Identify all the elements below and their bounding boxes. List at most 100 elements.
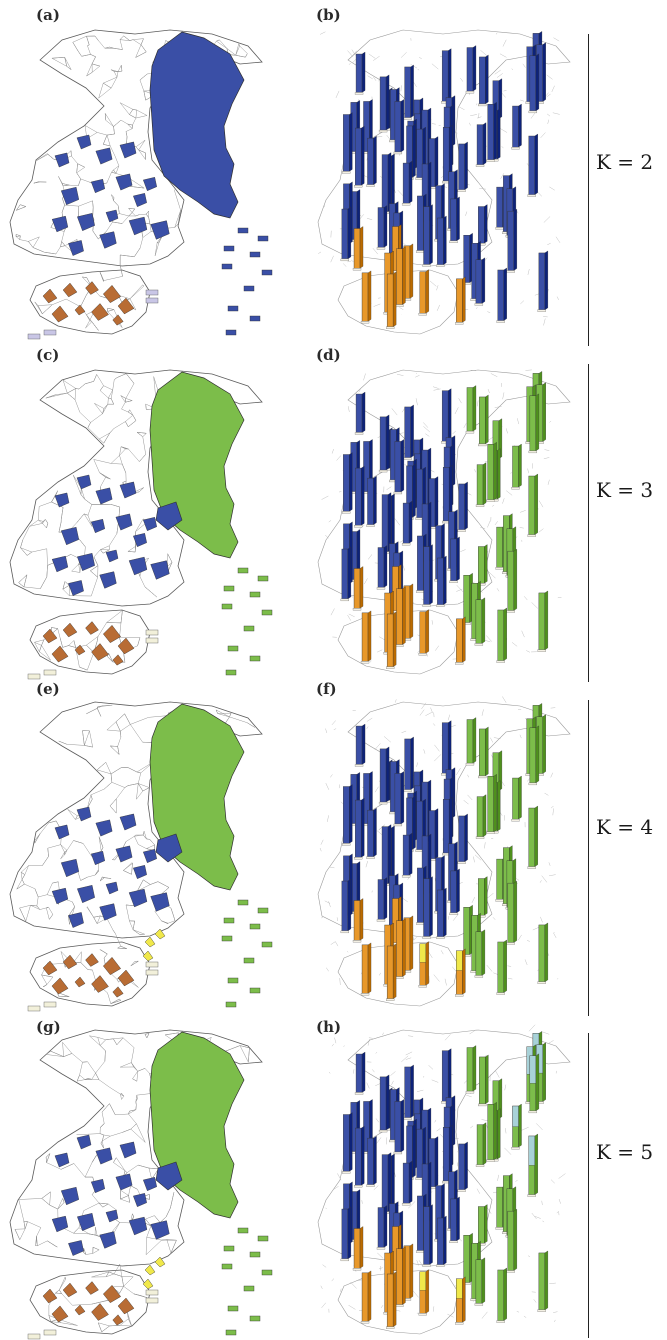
island-marker — [250, 316, 260, 321]
admixture-bar-side — [465, 142, 468, 190]
bar-base — [341, 1259, 349, 1261]
bar-base — [476, 837, 484, 839]
bar-base — [402, 543, 410, 545]
admixture-bar-side — [448, 721, 451, 774]
admixture-bar-side — [430, 1205, 433, 1265]
admixture-bar — [343, 787, 349, 844]
bar-base — [353, 940, 361, 942]
bar-base — [538, 650, 546, 652]
bar-base — [402, 875, 410, 877]
admixture-bar — [442, 391, 448, 442]
admixture-bar — [405, 407, 411, 458]
admixture-bar-side — [485, 727, 488, 776]
admixture-bar — [380, 417, 386, 470]
admixture-bar-side — [514, 881, 517, 942]
island-marker — [224, 918, 234, 923]
admixture-bar-side — [349, 453, 352, 512]
admixture-bar-side — [360, 566, 363, 608]
bar-panel-h: (h) — [300, 1000, 590, 1338]
island-marker — [244, 1286, 254, 1291]
admixture-bar-side — [348, 207, 351, 259]
admixture-bar-side — [361, 126, 364, 185]
bar-base — [528, 867, 536, 869]
bar-base — [366, 857, 374, 859]
admixture-bar — [367, 1138, 373, 1184]
bar-base — [458, 190, 466, 192]
bar-base — [507, 271, 515, 273]
admixture-bar — [424, 879, 430, 937]
admixture-bar — [387, 274, 393, 327]
bar-base — [450, 1241, 458, 1243]
panel-label-g: (g) — [36, 1020, 61, 1035]
admixture-bar-side — [412, 1124, 415, 1177]
admixture-bar-side — [457, 537, 460, 581]
admixture-bar — [508, 883, 514, 942]
island-marker — [238, 228, 248, 233]
admixture-bar-side — [361, 1126, 364, 1185]
island-marker — [258, 576, 268, 581]
island-marker-sw — [146, 290, 158, 295]
island-marker — [262, 1270, 272, 1275]
admixture-bar-side — [388, 153, 391, 212]
bar-base — [395, 977, 403, 979]
admixture-bar — [417, 868, 423, 923]
island-marker — [250, 1316, 260, 1321]
admixture-bar-side — [386, 75, 389, 130]
admixture-bar-side — [535, 474, 538, 535]
admixture-bar-side — [448, 389, 451, 442]
admixture-bar-side — [457, 197, 460, 241]
admixture-bar — [508, 1211, 514, 1270]
admixture-bar — [380, 77, 386, 130]
admixture-bar-side — [504, 1268, 507, 1321]
admixture-bar — [355, 1128, 361, 1185]
admixture-bar — [442, 51, 448, 102]
admixture-bar-side — [465, 482, 468, 530]
bar-base — [386, 327, 394, 329]
admixture-bar-side — [412, 796, 415, 849]
admixture-bar — [476, 260, 482, 304]
admixture-bar-side — [386, 747, 389, 802]
admixture-bar — [529, 808, 535, 867]
admixture-bar-side — [483, 1123, 486, 1165]
admixture-bar — [420, 272, 426, 314]
bar-base — [496, 899, 504, 901]
admixture-bar — [420, 612, 426, 654]
admixture-bar — [530, 56, 536, 111]
admixture-bar — [417, 196, 423, 251]
bar-base — [487, 1160, 495, 1162]
map-g-svg — [0, 1000, 300, 1340]
bar-base — [341, 259, 349, 261]
admixture-bar — [395, 773, 401, 824]
island-marker-sw — [146, 638, 158, 643]
admixture-bar — [456, 619, 462, 663]
admixture-bar — [513, 778, 519, 819]
admixture-bar — [343, 455, 349, 512]
admixture-bar-side — [401, 1099, 404, 1152]
admixture-bar-side — [401, 99, 404, 152]
admixture-bar — [395, 1101, 401, 1152]
bar-base — [487, 500, 495, 502]
admixture-bar — [476, 1260, 482, 1304]
bar-base — [497, 321, 505, 323]
island-marker — [224, 1246, 234, 1251]
admixture-bar — [478, 547, 484, 584]
admixture-bar — [451, 539, 457, 581]
admixture-bar-side — [411, 405, 414, 458]
admixture-bar — [476, 600, 482, 644]
map-a-svg — [0, 0, 300, 340]
bar-base — [354, 185, 362, 187]
admixture-bar — [464, 1235, 470, 1282]
admixture-bar — [380, 749, 386, 802]
admixture-bar-side — [373, 476, 376, 524]
admixture-bar — [417, 129, 423, 178]
admixture-bar — [356, 726, 362, 764]
island-marker — [262, 610, 272, 615]
admixture-bar-side — [485, 395, 488, 444]
admixture-bar — [405, 1067, 411, 1118]
admixture-bar — [396, 249, 402, 305]
island-marker — [262, 270, 272, 275]
admixture-bar-side — [484, 205, 487, 244]
admixture-bar-side — [411, 737, 414, 790]
panel-label-b: (b) — [316, 8, 341, 23]
admixture-bar-side — [462, 1277, 465, 1323]
